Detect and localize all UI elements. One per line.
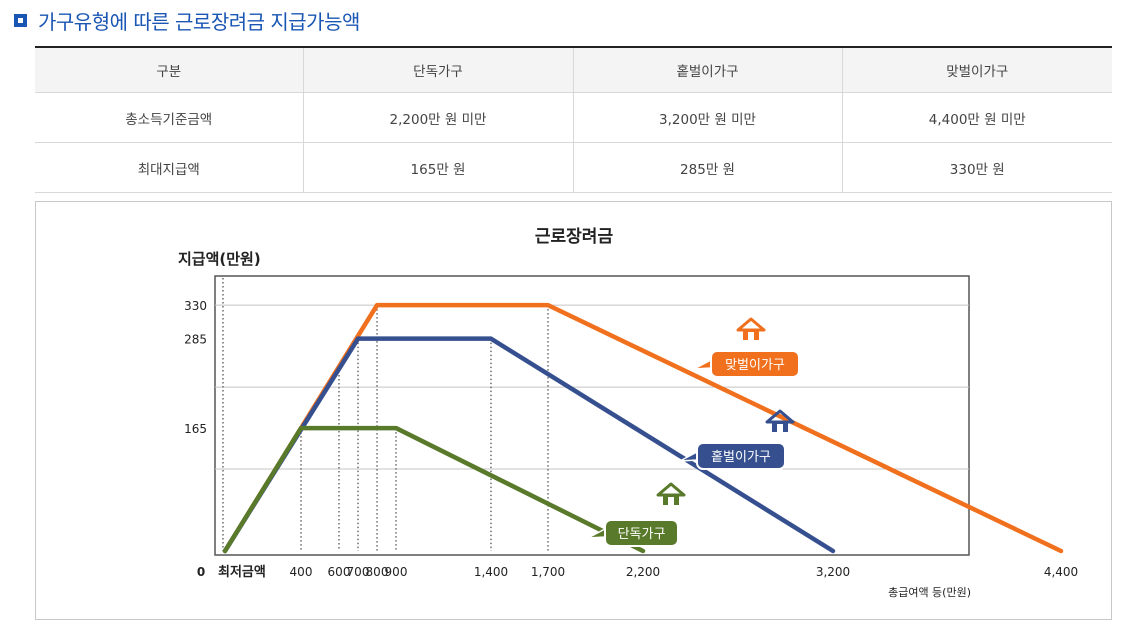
table-cell: 165만 원 [302,142,573,193]
table-row: 최대지급액 165만 원 285만 원 330만 원 [35,142,1112,193]
house-icon [656,482,686,505]
x-tick-label: 400 [290,565,313,579]
callout-box [710,350,800,378]
y-tick-label: 285 [184,333,207,347]
plot-area [214,275,970,556]
series-label: 맞벌이가구 [725,358,785,373]
section-heading: 가구유형에 따른 근로장려금 지급가능액 [14,6,360,34]
x-tick-label: 4,400 [1044,565,1078,579]
series-label: 단독가구 [618,527,666,542]
guide-lines [222,278,549,551]
eligibility-table: 구분 단독가구 홑벌이가구 맞벌이가구 총소득기준금액 2,200만 원 미만 … [35,46,1112,193]
table-header-row: 구분 단독가구 홑벌이가구 맞벌이가구 [35,47,1112,93]
chart-container: 근로장려금 지급액(만원) 165 285 330 400 600 700 800 900 1,… [35,201,1112,620]
row-label: 최대지급액 [35,142,303,193]
series-label-callout: 맞벌이가구 [693,317,800,378]
house-door [748,332,754,340]
x-tick-label: 1,700 [531,565,565,579]
header-single: 단독가구 [302,47,573,93]
y-axis-label: 지급액(만원) [178,250,261,268]
table-cell: 330만 원 [841,142,1112,193]
y-tick-label: 165 [184,422,207,436]
square-bullet-icon [14,13,27,27]
series-label: 홑벌이가구 [711,450,771,465]
header-single-earner: 홑벌이가구 [572,47,842,93]
grid-lines [215,304,969,470]
table-cell: 4,400만 원 미만 [841,92,1112,143]
header-category: 구분 [35,47,303,93]
table-cell: 3,200만 원 미만 [572,92,842,143]
chart-title: 근로장려금 [535,227,614,247]
x-tick-label: 1,400 [474,565,508,579]
series-label-callout: 단독가구 [587,482,686,547]
x-tick-label: 700 [347,565,370,579]
x-axis-note: 최저금액 [218,565,266,580]
series-lines [222,302,1064,554]
house-door [668,497,674,505]
x-axis-label: 총급여액 등(만원) [888,586,971,599]
x-origin-label: 0 [197,565,205,579]
series-line-2 [222,425,646,554]
series-label-callout: 홑벌이가구 [679,409,795,470]
callout-box [696,442,786,470]
house-door [777,424,783,432]
header-dual-earner: 맞벌이가구 [841,47,1112,93]
table-cell: 285만 원 [572,142,842,193]
house-icon [765,409,795,432]
table-cell: 2,200만 원 미만 [302,92,573,143]
x-tick-label: 900 [385,565,408,579]
callout-box [604,519,679,547]
y-tick-label: 330 [184,299,207,313]
x-tick-label: 3,200 [816,565,850,579]
x-tick-label: 600 [328,565,351,579]
house-icon [736,317,766,340]
section-title: 가구유형에 따른 근로장려금 지급가능액 [38,9,360,34]
table-row: 총소득기준금액 2,200만 원 미만 3,200만 원 미만 4,400만 원… [35,92,1112,143]
row-label: 총소득기준금액 [35,92,303,143]
x-tick-label: 800 [366,565,389,579]
x-tick-label: 2,200 [626,565,660,579]
